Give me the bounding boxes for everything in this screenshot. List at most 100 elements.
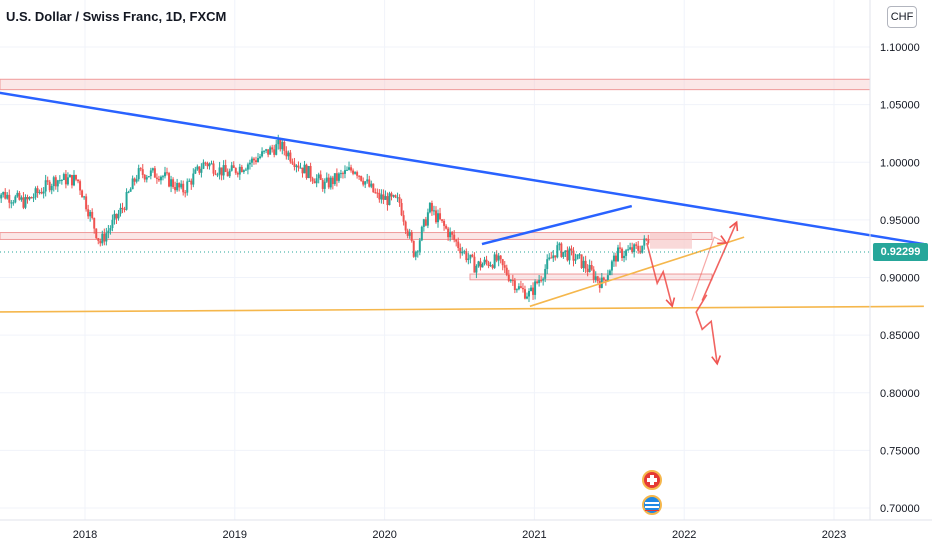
currency-selector-button[interactable]: CHF xyxy=(887,6,917,28)
candle-body xyxy=(592,269,595,280)
candle-body xyxy=(339,173,342,175)
candle-body xyxy=(453,234,456,240)
candle-body xyxy=(416,251,419,253)
candle-body xyxy=(42,191,45,194)
candle-body xyxy=(378,192,381,200)
candle-body xyxy=(327,177,330,188)
candle-body xyxy=(374,192,377,194)
candle-body xyxy=(335,173,338,181)
candle-body xyxy=(588,265,591,273)
candle-body xyxy=(568,248,571,261)
time-tick-label: 2023 xyxy=(822,529,846,541)
candle-body xyxy=(315,178,318,184)
candle-body xyxy=(168,173,171,187)
candle-body xyxy=(376,192,379,194)
candle-body xyxy=(2,191,5,195)
price-tick-label: 0.75000 xyxy=(880,445,920,457)
candle-body xyxy=(91,211,94,218)
candle-body xyxy=(263,150,266,152)
candle-body xyxy=(232,165,235,168)
candle-body xyxy=(319,174,322,180)
candle-body xyxy=(279,139,282,150)
candle-body xyxy=(299,167,302,169)
candle-body xyxy=(307,166,310,179)
price-tick-label: 0.80000 xyxy=(880,388,920,400)
candle-body xyxy=(131,178,134,190)
candle-body xyxy=(621,248,624,259)
candle-body xyxy=(107,230,110,234)
candle-body xyxy=(269,147,272,155)
candle-body xyxy=(586,268,589,273)
last-price-label: 0.92299 xyxy=(873,243,928,261)
candle-body xyxy=(246,164,249,170)
candle-body xyxy=(562,251,565,257)
candle-body xyxy=(566,250,569,261)
candle-body xyxy=(608,270,611,276)
candle-body xyxy=(285,150,288,157)
candle-body xyxy=(257,158,260,163)
candle-body xyxy=(115,213,118,219)
candle-body xyxy=(625,250,628,256)
candle-body xyxy=(576,254,579,260)
candle-body xyxy=(616,247,619,262)
candles xyxy=(0,134,650,303)
candle-body xyxy=(382,194,385,200)
candle-body xyxy=(301,167,304,174)
candle-body xyxy=(151,168,154,171)
candle-body xyxy=(465,251,468,261)
candle-body xyxy=(277,139,280,145)
candle-body xyxy=(178,183,181,188)
candle-body xyxy=(244,169,247,171)
candle-body xyxy=(32,197,35,199)
candle-body xyxy=(18,192,21,200)
candle-body xyxy=(560,243,563,257)
candle-body xyxy=(645,238,648,240)
candle-body xyxy=(95,228,98,239)
candle-body xyxy=(590,265,593,270)
candle-body xyxy=(186,181,189,193)
time-axis[interactable]: 2018 2019 2020 2021 2022 2023 xyxy=(73,529,846,541)
candle-body xyxy=(362,180,365,185)
candle-body xyxy=(275,144,278,155)
candle-body xyxy=(62,174,65,180)
trendline xyxy=(0,91,925,246)
candle-body xyxy=(317,174,320,179)
candle-body xyxy=(24,196,27,208)
trendline xyxy=(0,305,924,313)
trendline xyxy=(529,236,745,308)
price-axis[interactable]: 1.10000 1.05000 1.00000 0.95000 0.90000 0.850… xyxy=(880,42,920,515)
swiss-flag-icon[interactable] xyxy=(642,470,662,490)
candle-body xyxy=(540,280,543,282)
candle-body xyxy=(552,255,555,259)
candle-body xyxy=(475,265,478,273)
candle-body xyxy=(222,165,225,176)
candle-body xyxy=(333,173,336,185)
candle-body xyxy=(28,197,31,200)
candle-body xyxy=(14,196,17,203)
candle-body xyxy=(127,191,130,193)
candle-body xyxy=(507,274,510,281)
candle-body xyxy=(105,233,108,242)
candle-body xyxy=(157,178,160,181)
candle-body xyxy=(83,196,86,198)
candle-body xyxy=(614,255,617,262)
candle-body xyxy=(360,175,363,181)
candle-body xyxy=(46,180,49,182)
candle-body xyxy=(85,196,88,210)
candle-body xyxy=(137,168,140,180)
candle-body xyxy=(461,251,464,254)
candle-body xyxy=(123,208,126,210)
candle-body xyxy=(449,231,452,238)
candle-body xyxy=(267,149,270,155)
candle-body xyxy=(390,193,393,197)
candle-body xyxy=(428,203,431,213)
candle-body xyxy=(313,181,316,184)
us-flag-icon[interactable] xyxy=(642,495,662,515)
candle-body xyxy=(12,202,15,204)
candle-body xyxy=(633,244,636,253)
candle-body xyxy=(218,167,221,175)
candle-body xyxy=(356,172,359,176)
candle-body xyxy=(392,195,395,197)
